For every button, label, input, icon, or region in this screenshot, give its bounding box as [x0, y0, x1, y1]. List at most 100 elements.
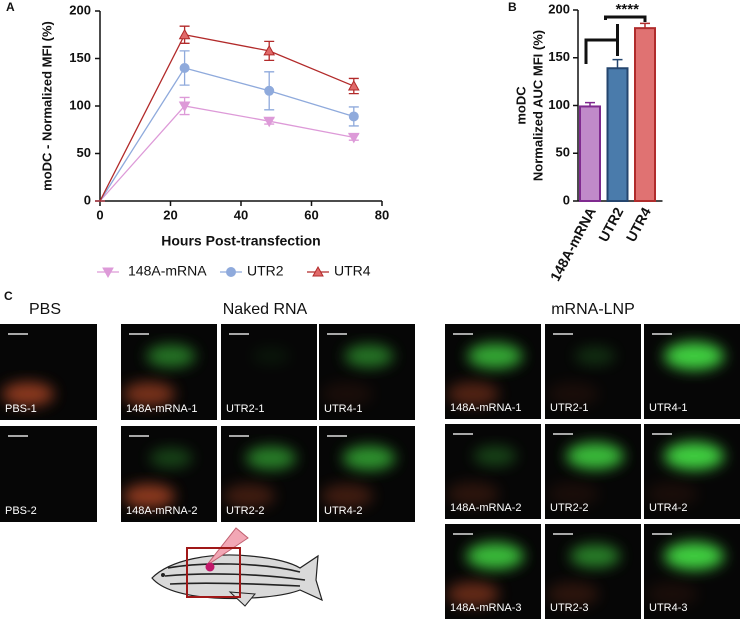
x-tick-label: 60: [304, 207, 318, 222]
y-tick-label: 50: [556, 145, 570, 160]
y-tick-label: 200: [69, 2, 91, 17]
y-tick-label: 100: [69, 97, 91, 112]
micrograph: UTR2-3: [545, 524, 641, 619]
signal-orange: [447, 482, 499, 506]
marker: [312, 265, 324, 277]
series-line: [99, 67, 354, 202]
signal-green: [146, 344, 196, 368]
image-background: [221, 324, 317, 420]
micrograph: UTR2-1: [545, 324, 641, 419]
image-label: UTR2-2: [550, 502, 589, 514]
y-axis-title: moDC - Normalized MFI (%): [39, 21, 54, 191]
x-tick-label: 0: [96, 207, 103, 222]
image-background: [0, 426, 97, 522]
x-tick-label: UTR4: [623, 204, 654, 244]
micrograph: UTR2-2: [545, 424, 641, 519]
x-tick-label: 40: [234, 207, 248, 222]
x-tick-label: 148A-mRNA: [547, 205, 599, 284]
y-tick-label: 200: [548, 1, 570, 16]
signal-orange: [123, 484, 175, 508]
marker: [179, 63, 190, 73]
image-label: UTR4-3: [649, 602, 688, 614]
signal-orange: [321, 382, 373, 406]
signal-orange: [547, 582, 599, 606]
signal-green: [664, 442, 724, 470]
signal-orange: [547, 382, 599, 406]
group-title: Naked RNA: [223, 301, 308, 318]
micrograph: UTR4-2: [644, 424, 740, 519]
image-label: UTR2-1: [226, 403, 265, 415]
signal-green: [245, 446, 297, 470]
micrograph: UTR4-1: [319, 324, 415, 420]
bar: [606, 67, 629, 202]
signal-orange: [223, 484, 275, 508]
image-background: [644, 324, 740, 419]
marker: [347, 132, 360, 144]
image-label: 148A-mRNA-2: [450, 502, 522, 514]
marker: [347, 80, 360, 91]
bar: [579, 105, 601, 202]
y-axis-title: moDC: [513, 86, 528, 125]
error-bar: [585, 101, 595, 107]
x-tick-label: 20: [163, 207, 177, 222]
signal-green: [342, 445, 396, 471]
signal-green: [566, 442, 624, 470]
signal-orange: [447, 582, 499, 606]
marker: [178, 28, 191, 40]
legend-label: UTR4: [334, 263, 371, 279]
y-tick-label: 150: [69, 50, 91, 65]
marker: [178, 101, 191, 113]
series-line: [99, 105, 354, 202]
legend-label: 148A-mRNA: [128, 263, 207, 279]
x-tick-label: 80: [375, 207, 389, 222]
signal-orange: [123, 382, 175, 406]
marker: [264, 85, 275, 96]
image-label: 148A-mRNA-1: [450, 402, 522, 414]
micrograph: 148A-mRNA-2: [121, 426, 217, 522]
y-tick-label: 150: [548, 49, 570, 64]
marker: [348, 111, 359, 122]
marker: [102, 267, 114, 279]
group-title: mRNA-LNP: [551, 301, 635, 318]
signal-orange: [2, 382, 54, 406]
image-label: PBS-1: [5, 403, 37, 415]
marker: [263, 116, 276, 128]
marker: [263, 44, 276, 56]
signal-orange: [447, 382, 499, 406]
signal-orange: [321, 484, 373, 508]
micrograph: 148A-mRNA-2: [445, 424, 541, 519]
image-label: 148A-mRNA-1: [126, 403, 198, 415]
marker: [226, 267, 236, 277]
micrograph: UTR2-2: [221, 426, 317, 522]
micrograph: 148A-mRNA-1: [121, 324, 217, 420]
signal-green: [569, 544, 621, 568]
image-label: PBS-2: [5, 505, 37, 517]
image-label: UTR4-1: [649, 402, 688, 414]
signal-green: [466, 542, 524, 570]
image-label: UTR2-3: [550, 602, 589, 614]
image-label: UTR2-1: [550, 402, 589, 414]
bar: [634, 27, 656, 202]
micrograph: UTR4-2: [319, 426, 415, 522]
image-label: UTR4-2: [324, 505, 363, 517]
micrograph: 148A-mRNA-1: [445, 324, 541, 419]
y-tick-label: 100: [548, 97, 570, 112]
image-label: UTR4-2: [649, 502, 688, 514]
panel-label: B: [508, 0, 517, 14]
micrograph: PBS-1: [0, 324, 97, 420]
y-tick-label: 0: [84, 192, 91, 207]
y-axis-title: Normalized AUC MFI (%): [530, 30, 545, 181]
zebrafish-illustration: [151, 527, 323, 607]
x-tick-label: UTR2: [595, 204, 626, 244]
micrograph: UTR4-1: [644, 324, 740, 419]
micrograph: 148A-mRNA-3: [445, 524, 541, 619]
micrograph: UTR2-1: [221, 324, 317, 420]
error-bar: [612, 58, 623, 69]
image-label: 148A-mRNA-2: [126, 505, 198, 517]
x-axis-title: Hours Post-transfection: [161, 233, 320, 249]
signal-green: [664, 542, 724, 570]
signal-orange: [547, 482, 599, 506]
image-label: UTR2-2: [226, 505, 265, 517]
signal-green: [664, 342, 724, 370]
